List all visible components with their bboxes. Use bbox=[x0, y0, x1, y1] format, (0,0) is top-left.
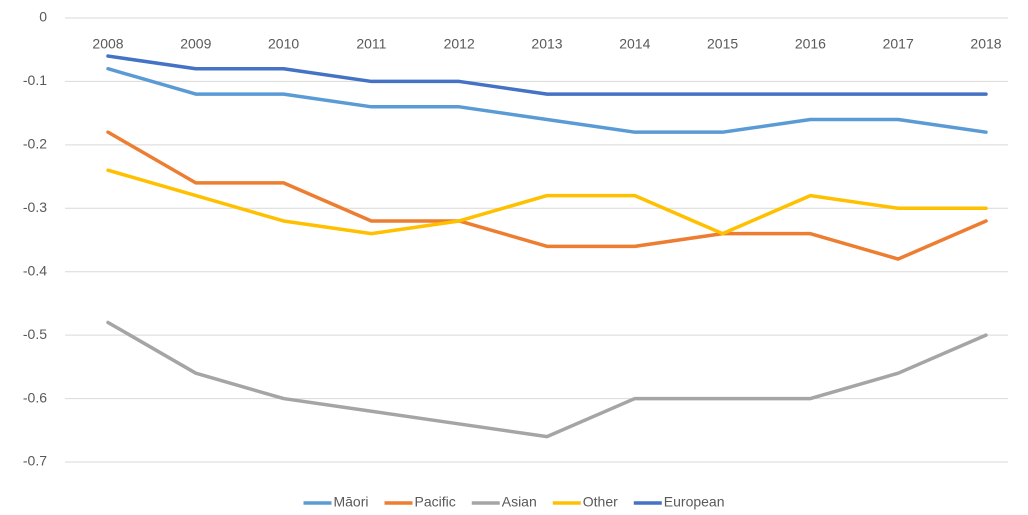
y-tick-label: -0.2 bbox=[23, 136, 47, 152]
x-tick-label: 2018 bbox=[970, 36, 1001, 52]
x-tick-label: 2008 bbox=[92, 36, 123, 52]
series-line bbox=[106, 320, 988, 439]
x-tick-label: 2013 bbox=[531, 36, 562, 52]
series-line bbox=[106, 130, 988, 261]
x-tick-label: 2012 bbox=[444, 36, 475, 52]
x-tick-label: 2014 bbox=[619, 36, 650, 52]
legend-label: Other bbox=[583, 494, 618, 510]
y-tick-label: 0 bbox=[39, 9, 47, 25]
x-tick-label: 2009 bbox=[180, 36, 211, 52]
x-tick-label: 2015 bbox=[707, 36, 738, 52]
series-line bbox=[106, 54, 988, 96]
legend-label: Pacific bbox=[415, 494, 456, 510]
y-tick-label: -0.5 bbox=[23, 326, 47, 342]
series-line bbox=[106, 168, 988, 236]
legend-label: European bbox=[664, 494, 725, 510]
y-tick-label: -0.7 bbox=[23, 453, 47, 469]
y-tick-label: -0.4 bbox=[23, 262, 47, 278]
legend-label: Māori bbox=[333, 494, 368, 510]
y-tick-label: -0.3 bbox=[23, 199, 47, 215]
x-tick-label: 2010 bbox=[268, 36, 299, 52]
y-tick-label: -0.6 bbox=[23, 389, 47, 405]
series-line bbox=[106, 66, 988, 134]
x-tick-label: 2016 bbox=[795, 36, 826, 52]
x-tick-label: 2011 bbox=[356, 36, 386, 52]
y-tick-label: -0.1 bbox=[23, 72, 47, 88]
x-tick-label: 2017 bbox=[883, 36, 914, 52]
legend-label: Asian bbox=[502, 494, 537, 510]
